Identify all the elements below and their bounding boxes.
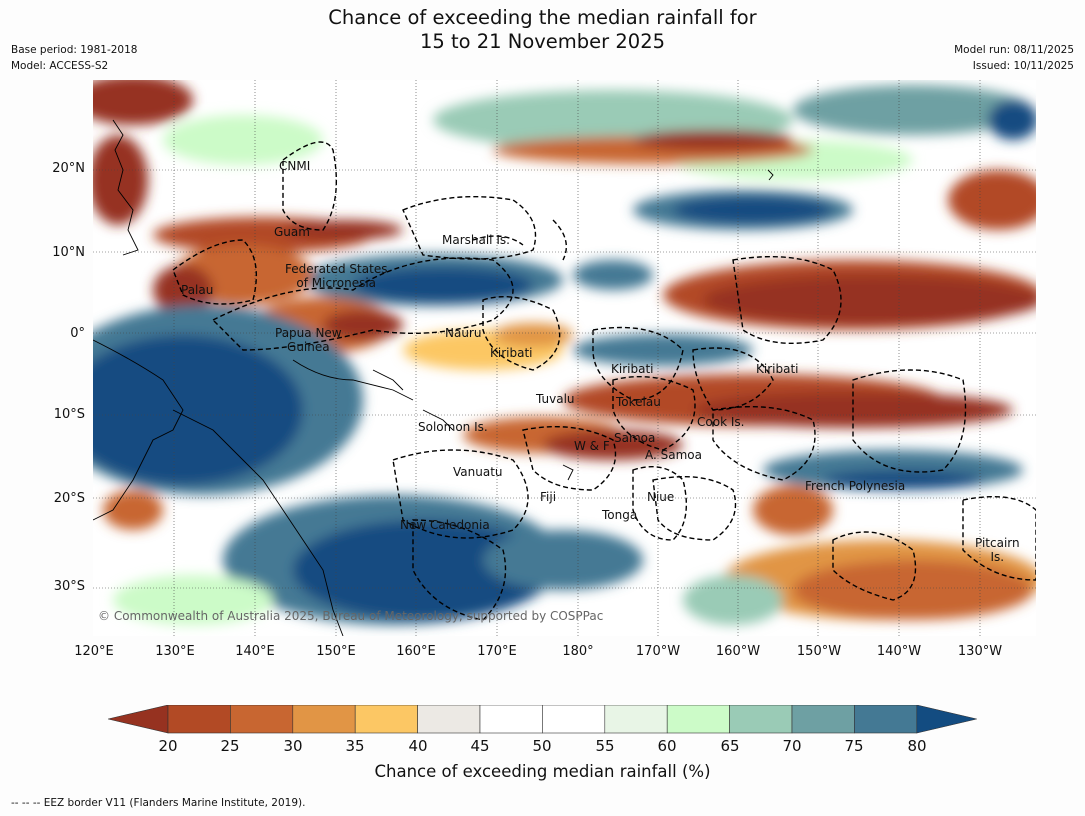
png-line-2: Guinea <box>287 340 330 354</box>
colorbar-tick-80: 80 <box>907 737 927 755</box>
colorbar-tick-55: 55 <box>595 737 615 755</box>
lat-label-20s: 20°S <box>53 491 85 506</box>
colorbar-label: Chance of exceeding median rainfall (%) <box>374 762 711 781</box>
png-line-1: Papua New <box>275 326 342 340</box>
region-label-kiribati-west: Kiribati <box>490 346 533 360</box>
forecast-map <box>93 80 1036 636</box>
region-label-kiribati-central: Kiribati <box>611 362 654 376</box>
lon-label-120e: 120°E <box>74 644 114 659</box>
lon-label-150e: 150°E <box>316 644 356 659</box>
region-label-nauru: Nauru <box>445 326 482 340</box>
meta-left: Base period: 1981-2018 Model: ACCESS-S2 <box>11 42 137 74</box>
lon-label-180: 180° <box>562 644 594 659</box>
region-label-vanuatu: Vanuatu <box>453 465 503 479</box>
colorbar-tick-70: 70 <box>782 737 802 755</box>
lat-label-10s: 10°S <box>53 407 85 422</box>
region-label-cnmi: CNMI <box>279 159 311 173</box>
colorbar-tick-50: 50 <box>532 737 552 755</box>
region-label-pitcairn: Pitcairn Is. <box>975 536 1020 564</box>
colorbar-extend-low <box>108 705 169 734</box>
lon-label-150w: 150°W <box>796 644 842 659</box>
colorbar-tick-60: 60 <box>657 737 677 755</box>
lat-label-20n: 20°N <box>52 161 85 176</box>
coastlines <box>93 119 774 636</box>
colorbar-cell <box>729 705 793 734</box>
region-label-tuvalu: Tuvalu <box>536 392 575 406</box>
colorbar-tick-75: 75 <box>844 737 864 755</box>
lon-label-140w: 140°W <box>876 644 922 659</box>
region-label-wallis-futuna: W & F <box>574 439 610 453</box>
colorbar-extend-high <box>916 705 977 734</box>
lat-label-10n: 10°N <box>52 245 85 260</box>
region-label-cook-islands: Cook Is. <box>697 415 745 429</box>
region-label-palau: Palau <box>181 283 214 297</box>
colorbar-cell <box>354 705 418 734</box>
region-label-niue: Niue <box>647 490 675 504</box>
colorbar-cell <box>167 705 231 734</box>
colorbar-cell <box>604 705 668 734</box>
lon-label-130e: 130°E <box>155 644 195 659</box>
lon-label-140e: 140°E <box>235 644 275 659</box>
model-run: Model run: 08/11/2025 <box>954 44 1074 56</box>
colorbar-tick-20: 20 <box>158 737 178 755</box>
colorbar-tick-40: 40 <box>408 737 428 755</box>
lat-label-30s: 30°S <box>53 579 85 594</box>
colorbar-cell <box>479 705 543 734</box>
region-label-tonga: Tonga <box>602 508 638 522</box>
colorbar-cell <box>791 705 855 734</box>
region-label-fiji: Fiji <box>540 490 557 504</box>
pitcairn-line-1: Pitcairn <box>975 536 1020 550</box>
region-label-tokelau: Tokelau <box>616 395 661 409</box>
map-title: Chance of exceeding the median rainfall … <box>0 6 1085 54</box>
lon-label-160w: 160°W <box>715 644 761 659</box>
region-label-guam: Guam <box>274 225 310 239</box>
colorbar-cell <box>292 705 356 734</box>
colorbar-tick-45: 45 <box>470 737 490 755</box>
title-line-2: 15 to 21 November 2025 <box>419 30 666 53</box>
colorbar-tick-30: 30 <box>283 737 303 755</box>
model-name: Model: ACCESS-S2 <box>11 60 109 72</box>
eez-footnote: -- -- -- EEZ border V11 (Flanders Marine… <box>11 797 306 809</box>
colorbar-cell <box>542 705 606 734</box>
graticule <box>93 80 1036 636</box>
colorbar <box>108 705 977 734</box>
title-line-1: Chance of exceeding the median rainfall … <box>328 6 757 29</box>
colorbar-cell <box>230 705 294 734</box>
lon-label-160e: 160°E <box>396 644 436 659</box>
lon-label-130w: 130°W <box>957 644 1003 659</box>
colorbar-cell <box>854 705 918 734</box>
lon-label-170w: 170°W <box>635 644 681 659</box>
region-label-french-polynesia: French Polynesia <box>805 479 906 493</box>
lat-label-0: 0° <box>70 326 85 341</box>
copyright-notice: © Commonwealth of Australia 2025, Bureau… <box>98 609 604 623</box>
pitcairn-line-2: Is. <box>990 550 1005 564</box>
region-label-marshall-islands: Marshall Is. <box>442 233 510 247</box>
colorbar-cell <box>417 705 481 734</box>
region-label-micronesia: Federated States of Micronesia <box>285 262 387 290</box>
colorbar-tick-35: 35 <box>345 737 365 755</box>
micronesia-line-2: of Micronesia <box>296 276 377 290</box>
eez-borders <box>172 141 1036 621</box>
colorbar-tick-65: 65 <box>720 737 740 755</box>
region-label-new-caledonia: New Caledonia <box>400 518 490 532</box>
issued-date: Issued: 10/11/2025 <box>972 60 1074 72</box>
colorbar-tick-25: 25 <box>220 737 240 755</box>
colorbar-cell <box>666 705 730 734</box>
region-label-samoa: Samoa <box>614 431 656 445</box>
base-period: Base period: 1981-2018 <box>11 44 138 56</box>
micronesia-line-1: Federated States <box>285 262 388 276</box>
lon-label-170e: 170°E <box>477 644 517 659</box>
meta-right: Model run: 08/11/2025 Issued: 10/11/2025 <box>954 42 1074 74</box>
region-label-solomon-islands: Solomon Is. <box>418 420 488 434</box>
region-label-kiribati-east: Kiribati <box>756 362 799 376</box>
region-label-papua-new-guinea: Papua New Guinea <box>275 326 342 354</box>
colorbar-cells <box>108 705 977 734</box>
region-label-american-samoa: A. Samoa <box>645 448 702 462</box>
